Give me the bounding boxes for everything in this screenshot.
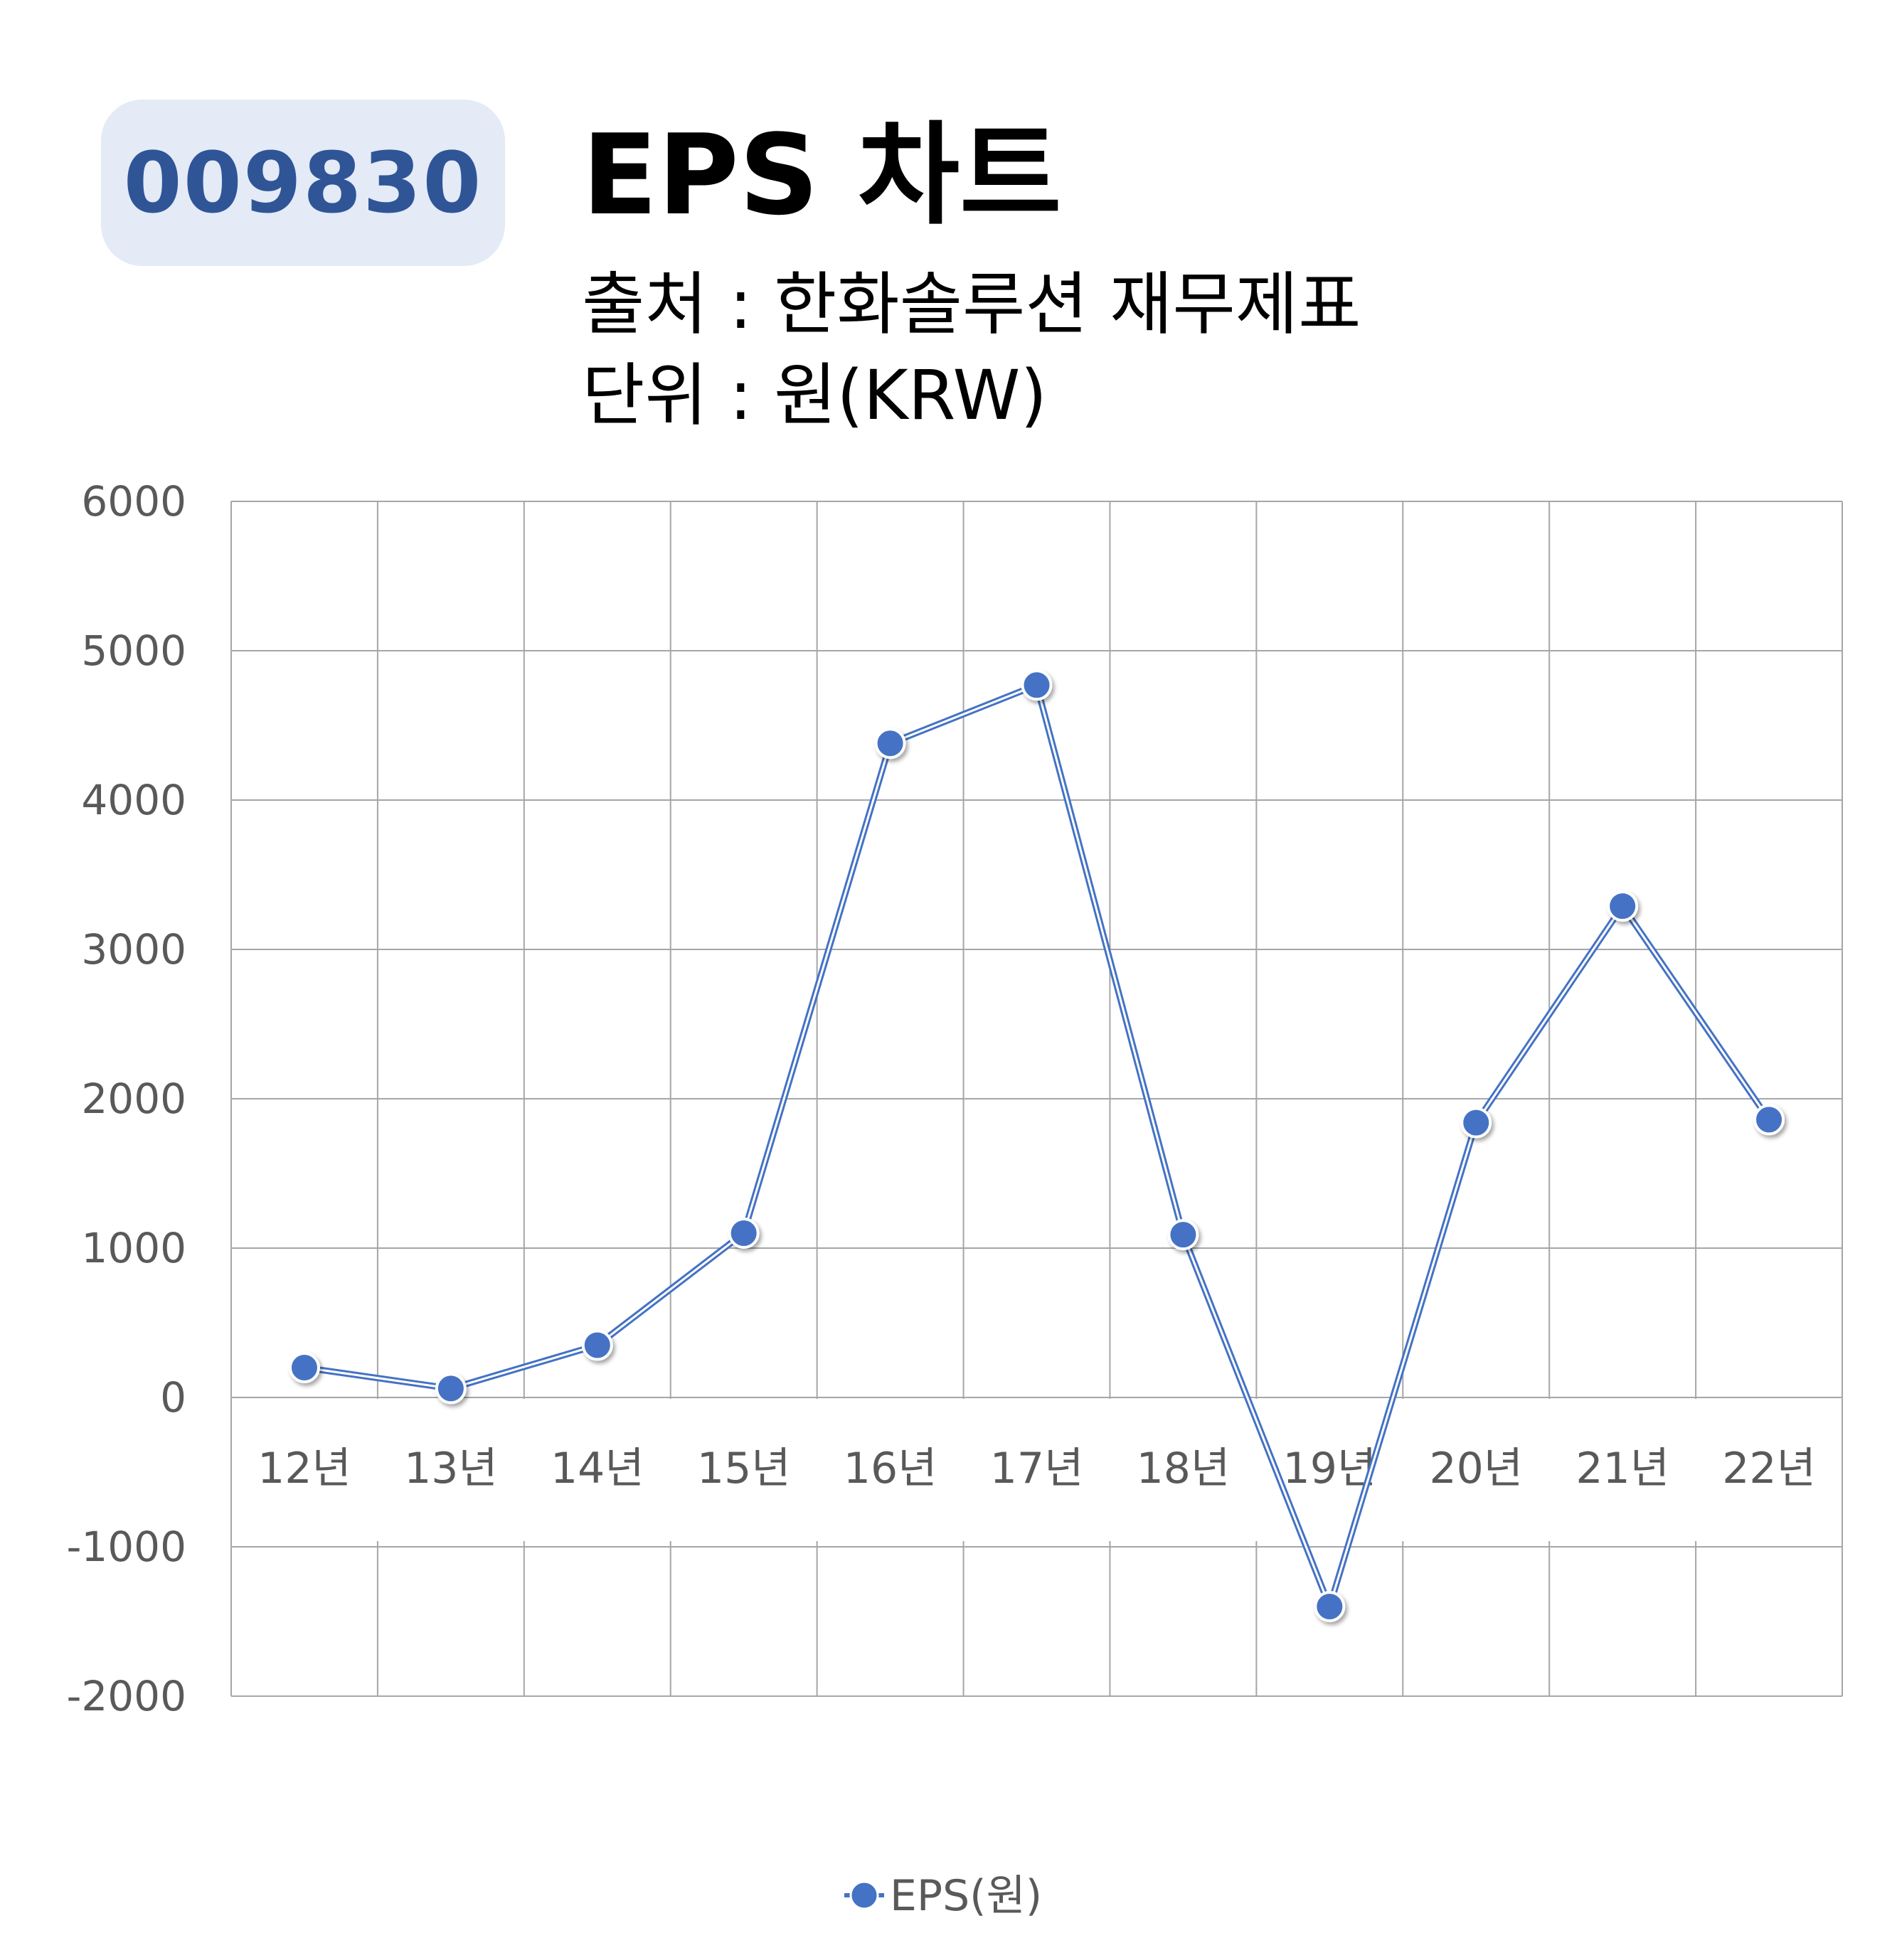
x-axis-ticks: 12년 13년 14년 15년 16년 17년 18년 19년 20년 21년 22년 <box>257 1444 1816 1493</box>
x-tick-label: 12년 <box>257 1444 351 1493</box>
data-point <box>288 1352 320 1383</box>
x-tick-label: 19년 <box>1283 1444 1377 1493</box>
data-point <box>728 1218 760 1249</box>
legend-label: EPS(원) <box>890 1871 1042 1921</box>
y-tick-label: 6000 <box>81 477 186 526</box>
y-tick-label: -1000 <box>66 1523 186 1571</box>
data-point <box>1021 669 1053 701</box>
y-tick-label: 5000 <box>81 627 186 675</box>
legend-marker <box>849 1880 879 1910</box>
y-tick-label: -2000 <box>66 1672 186 1720</box>
data-point <box>1607 890 1639 922</box>
data-point <box>1167 1219 1199 1251</box>
data-point <box>874 728 906 760</box>
x-tick-label: 13년 <box>404 1444 498 1493</box>
y-tick-label: 0 <box>160 1373 186 1422</box>
data-point <box>1314 1591 1346 1622</box>
data-point <box>581 1329 613 1361</box>
y-tick-label: 3000 <box>81 925 186 974</box>
chart-source: 출처 : 한화솔루션 재무제표 <box>582 265 1361 344</box>
y-tick-label: 4000 <box>81 776 186 824</box>
y-tick-label: 2000 <box>81 1075 186 1123</box>
stock-code-badge: 009830 <box>101 100 505 266</box>
grid-lines <box>230 501 1843 1697</box>
eps-series <box>288 669 1785 1622</box>
x-tick-label: 22년 <box>1722 1444 1816 1493</box>
x-tick-label: 20년 <box>1429 1444 1523 1493</box>
y-axis-ticks: 6000 5000 4000 3000 2000 1000 0 -1000 -2000 <box>66 477 186 1720</box>
data-point <box>1753 1104 1785 1136</box>
x-tick-label: 18년 <box>1137 1444 1231 1493</box>
legend: EPS(원) <box>844 1871 1042 1921</box>
x-tick-label: 17년 <box>990 1444 1084 1493</box>
data-point <box>1460 1107 1492 1139</box>
chart-unit: 단위 : 원(KRW) <box>582 356 1047 435</box>
x-tick-label: 15년 <box>697 1444 791 1493</box>
x-tick-label: 14년 <box>551 1444 644 1493</box>
y-tick-label: 1000 <box>81 1224 186 1272</box>
data-point <box>435 1373 467 1405</box>
stock-code: 009830 <box>123 134 483 232</box>
x-tick-label: 21년 <box>1575 1444 1669 1493</box>
category-band <box>232 1399 1842 1541</box>
chart-title: EPS 차트 <box>582 110 1062 240</box>
x-tick-label: 16년 <box>844 1444 937 1493</box>
